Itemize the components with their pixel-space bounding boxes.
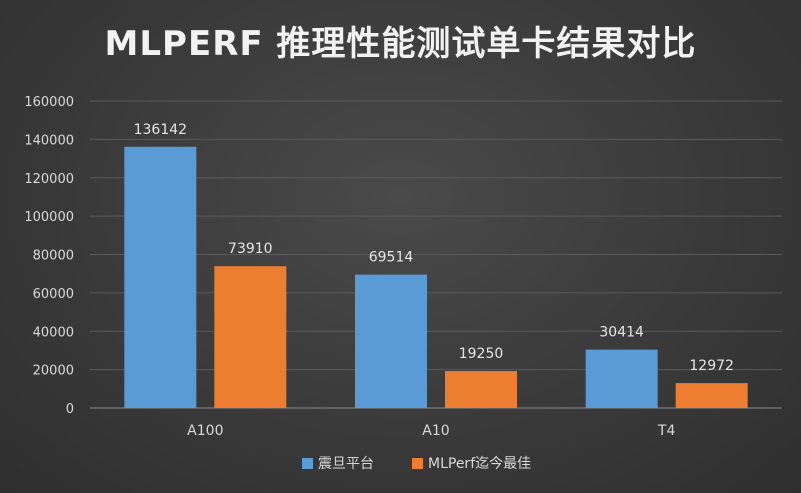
bar (355, 274, 427, 408)
y-tick-label: 100000 (24, 210, 74, 225)
y-tick-label: 0 (66, 402, 74, 417)
legend-label: MLPerf迄今最佳 (428, 456, 531, 472)
y-tick-label: 80000 (33, 249, 74, 264)
bar (124, 146, 197, 409)
x-tick-label: T4 (657, 423, 676, 439)
bar (675, 383, 748, 408)
y-tick-label: 20000 (33, 364, 74, 379)
x-tick-label: A100 (187, 423, 223, 439)
legend-label: 震旦平台 (318, 456, 374, 472)
y-tick-label: 60000 (33, 287, 74, 302)
y-tick-label: 160000 (24, 95, 74, 110)
data-label: 73910 (228, 241, 273, 257)
data-label: 136142 (134, 122, 187, 138)
bar (585, 349, 658, 408)
bar (214, 266, 287, 408)
y-tick-label: 40000 (33, 325, 74, 340)
bar (445, 371, 517, 408)
legend-swatch (302, 458, 313, 469)
data-label: 12972 (689, 358, 734, 374)
data-label: 19250 (459, 346, 504, 362)
chart-title: MLPERF 推理性能测试单卡结果对比 (104, 24, 697, 64)
y-tick-label: 120000 (24, 172, 74, 187)
y-tick-label: 140000 (24, 133, 74, 148)
data-label: 30414 (599, 325, 644, 341)
data-label: 69514 (369, 250, 414, 266)
x-tick-label: A10 (422, 423, 449, 439)
legend-swatch (412, 458, 423, 469)
